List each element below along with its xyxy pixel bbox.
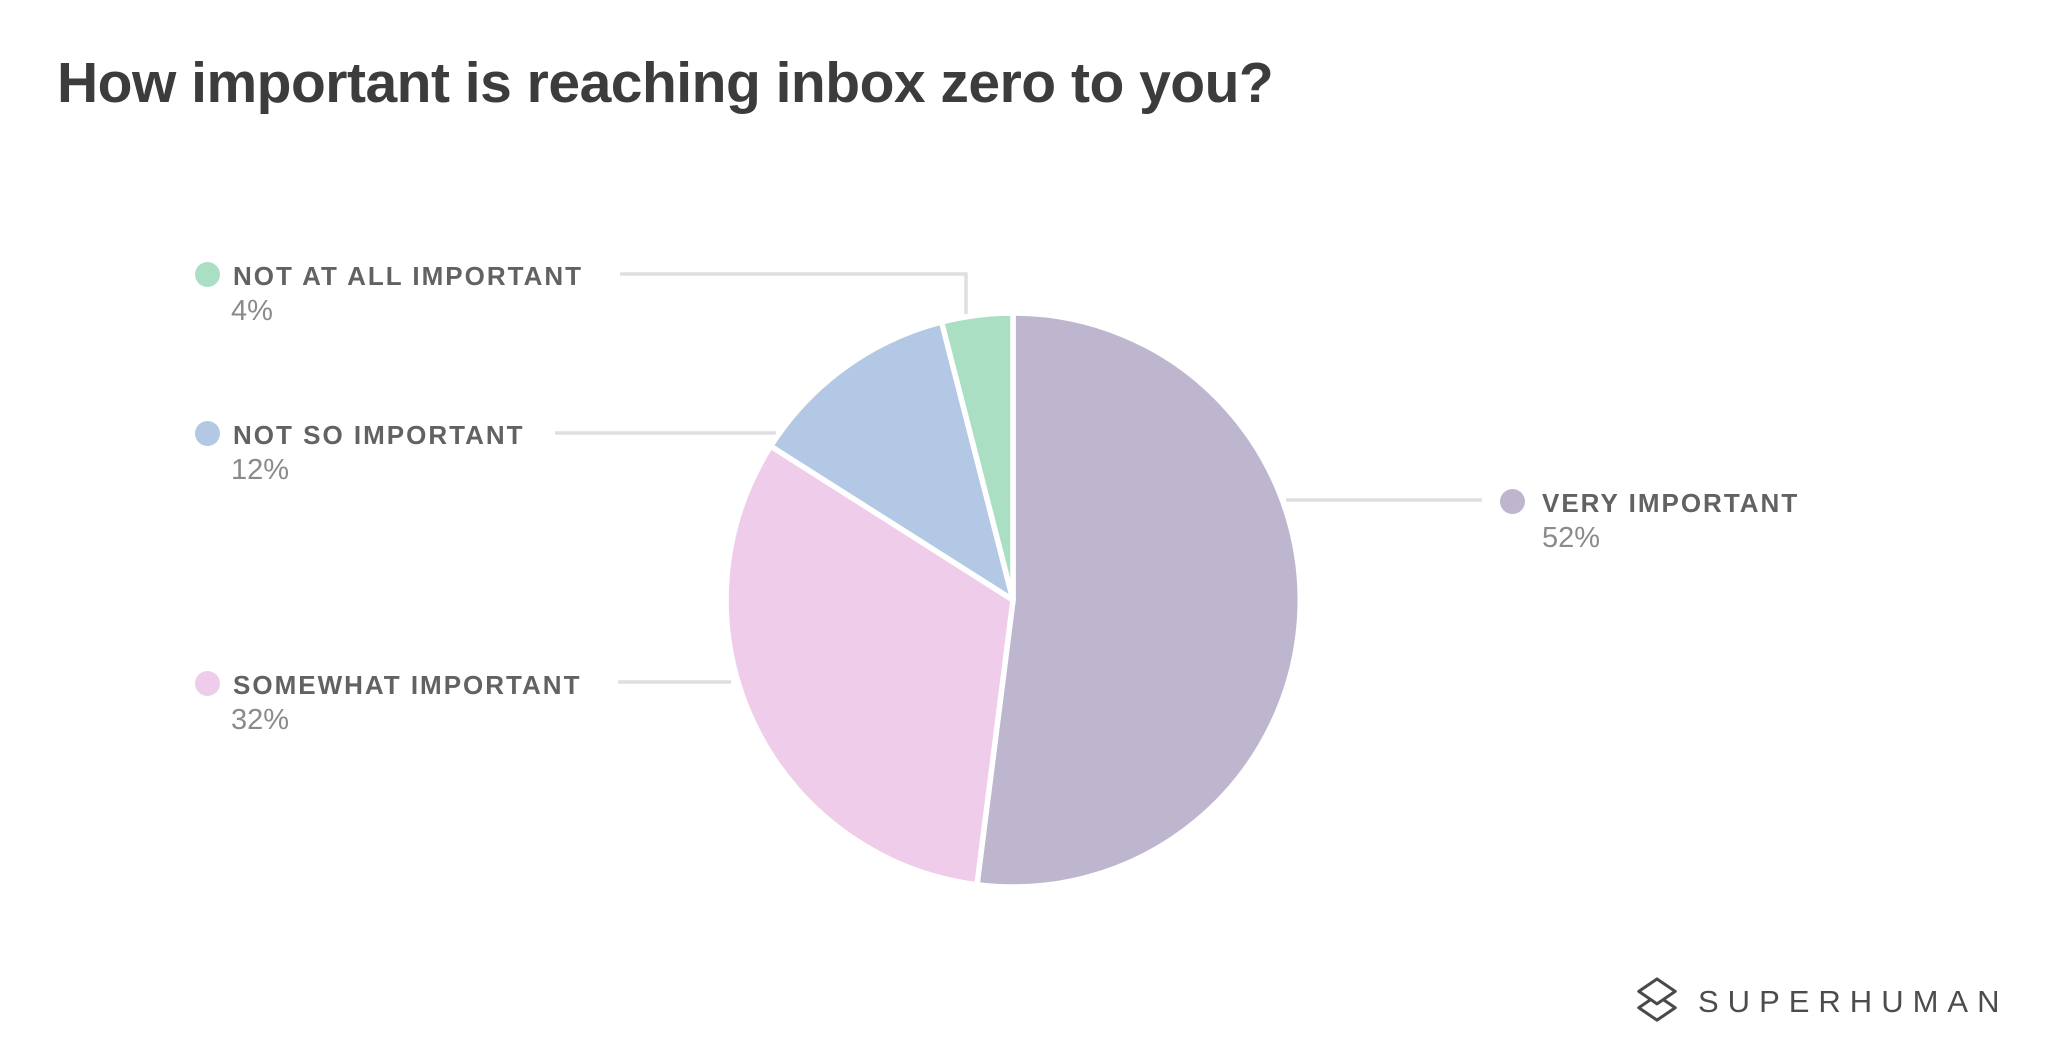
legend-label-somewhat-important: SOMEWHAT IMPORTANT xyxy=(233,670,582,700)
legend-dot-not-so-important xyxy=(195,421,220,446)
legend-label-very-important: VERY IMPORTANT xyxy=(1542,488,1800,518)
logo-wordmark: SUPERHUMAN xyxy=(1698,983,2009,1019)
pie-slices xyxy=(723,310,1303,890)
legend-percent-somewhat-important: 32% xyxy=(231,704,290,736)
pie-slice-not-at-all-important xyxy=(938,310,1016,603)
connector-not-at-all-important xyxy=(620,272,968,314)
connector-lines xyxy=(555,272,1482,684)
legend-label-not-so-important: NOT SO IMPORTANT xyxy=(233,420,525,450)
pie-slice-not-so-important xyxy=(767,319,1016,603)
legend-dot-somewhat-important xyxy=(195,671,220,696)
layers-diamond-icon xyxy=(1637,977,1677,1022)
legend-dot-very-important xyxy=(1500,489,1525,514)
superhuman-logo: SUPERHUMAN xyxy=(1634,976,2008,1026)
pie-slice-very-important xyxy=(974,310,1303,890)
chart-title: How important is reaching inbox zero to … xyxy=(57,51,1274,115)
legend-percent-not-at-all-important: 4% xyxy=(231,295,273,327)
legend-dot-not-at-all-important xyxy=(195,262,220,287)
legend-percent-not-so-important: 12% xyxy=(231,454,290,486)
legend-percent-very-important: 52% xyxy=(1542,522,1601,554)
legend-label-not-at-all-important: NOT AT ALL IMPORTANT xyxy=(233,261,584,291)
